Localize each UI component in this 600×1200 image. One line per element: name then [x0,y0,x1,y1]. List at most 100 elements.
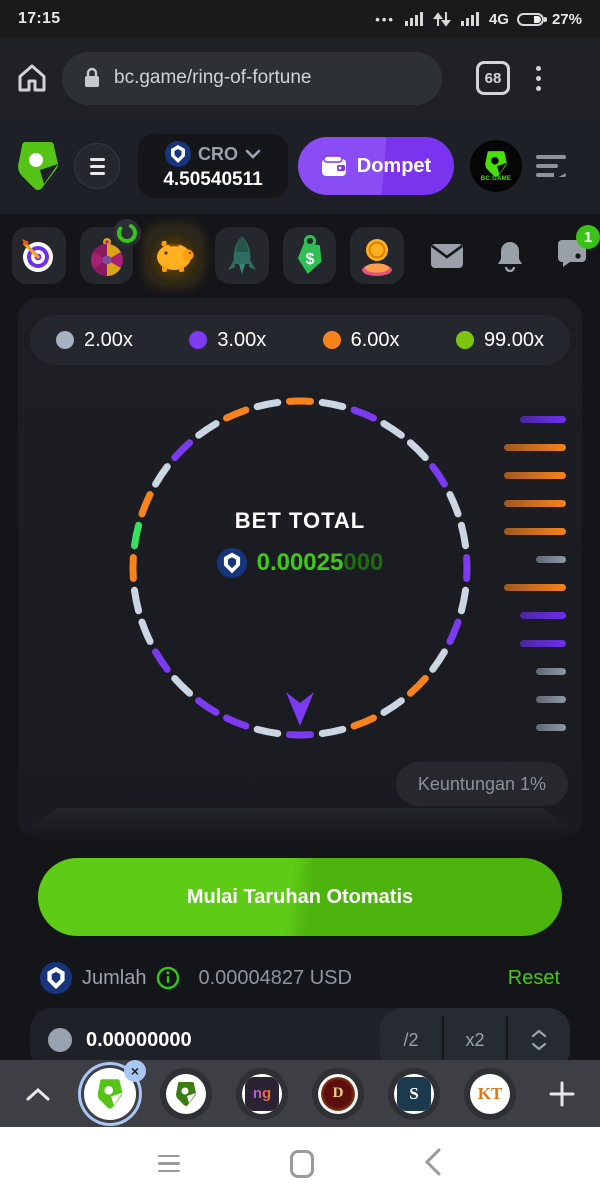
history-bar-silver [536,556,566,563]
ring-of-fortune-panel: 2.00x 3.00x 6.00x 99.00x BET TOTAL 0.000250… [18,298,582,838]
dock-app-d[interactable]: D [312,1067,364,1120]
ring-segment-orange [223,406,250,422]
close-icon[interactable]: × [124,1059,146,1082]
tile-target-game[interactable] [12,227,66,284]
double-button[interactable]: x2 [444,1008,506,1072]
history-bar-orange [504,584,566,591]
bet-label: Jumlah [82,966,147,989]
network-type-text: 4G [488,10,509,28]
nav-menu-button[interactable] [152,1149,186,1179]
bell-icon[interactable] [496,240,524,272]
amount-stepper[interactable] [508,1008,570,1072]
browser-menu-icon[interactable] [536,65,541,91]
tab-counter[interactable]: 68 [476,61,510,95]
nav-back-button[interactable] [418,1142,448,1185]
s-logo-text: S [409,1083,419,1103]
wheel-progress-badge [113,219,142,247]
ring-segment-purple [195,697,220,716]
dock-app-bc[interactable] [160,1067,212,1120]
legend-dot [455,331,474,349]
chat-badge: 1 [576,225,600,249]
brand-badge[interactable]: BC.GAME [470,140,522,192]
tile-bonus-tag[interactable]: $ [282,227,337,284]
tile-piggy-bank[interactable] [147,227,202,284]
ng-logo-text: ng [252,1085,272,1102]
stepper-down-icon[interactable] [531,1042,547,1051]
bet-amount-dim: 000 [343,549,384,576]
tile-lucky-wheel[interactable] [79,219,142,284]
legend-item-2.00x: 2.00x [56,329,133,352]
dock-collapse-button[interactable] [16,1087,60,1101]
dock-app-kt[interactable]: KT [464,1067,516,1120]
legend-dot [189,331,208,349]
tile-coin-drop[interactable] [350,227,405,284]
browser-toolbar: bc.game/ring-of-fortune 68 [0,38,600,118]
clock-text: 17:15 [18,10,61,27]
dock-app-ng[interactable]: ng [236,1067,288,1120]
chevron-up-icon [26,1087,50,1100]
ring-segment-orange [138,491,154,518]
svg-text:$: $ [305,251,314,268]
status-bar: 17:15 ••• 4G 27% [0,0,600,38]
signal-icon [404,12,423,26]
chevron-down-icon [245,149,261,159]
nav-home-button[interactable] [284,1144,320,1184]
cro-icon [165,141,191,167]
history-bar-purple [520,640,566,647]
mail-icon[interactable] [430,243,464,269]
coin-pedestal-icon [362,238,393,276]
ring-segment-green [130,521,143,550]
history-bar-purple [520,612,566,619]
start-auto-bet-button[interactable]: Mulai Taruhan Otomatis [38,858,562,936]
cro-coin-icon [216,548,247,578]
ring-segment-silver [380,697,405,716]
dock-app-bc-active[interactable]: × [84,1059,146,1120]
wallet-button-label: Dompet [356,154,432,177]
reset-button[interactable]: Reset [507,966,560,989]
legend-dot [322,331,341,349]
ring-segment-silver [457,586,470,615]
back-chevron-icon [424,1148,441,1176]
wheel-ring [129,397,471,739]
recent-apps-dock: × ng D [0,1059,600,1127]
rocket-icon [227,235,256,274]
hamburger-menu-button[interactable] [74,143,120,189]
currency-selector[interactable]: CRO 4.50540511 [138,134,288,198]
legend-label: 3.00x [217,328,267,351]
ring-segment-silver [318,725,347,738]
wallet-button[interactable]: Dompet [298,137,454,195]
legend-label: 6.00x [350,328,400,351]
dock-app-s[interactable]: S [388,1067,440,1120]
bet-usd-value: 0.00004827 USD [198,966,352,989]
signal2-icon [460,12,479,26]
ring-segment-orange [350,714,377,730]
brand-badge-logo-icon [485,151,507,177]
history-bar-silver [536,668,566,675]
ring-segment-purple [429,463,448,488]
url-bar[interactable]: bc.game/ring-of-fortune [62,51,442,105]
ring-segment-silver [429,648,448,673]
info-icon[interactable] [156,966,180,990]
bc-logo-small-icon [176,1081,196,1106]
updown-arrows-icon [432,12,451,27]
chat-button[interactable]: 1 [556,225,600,274]
home-icon[interactable] [14,60,50,96]
ring-segment-silver [380,420,405,439]
profit-pill[interactable]: Keuntungan 1% [395,762,568,806]
currency-balance: 4.50540511 [163,169,263,190]
history-bar-purple [520,416,566,423]
bet-amount-main: 0.00025 [256,549,344,576]
game-list-icon[interactable] [536,155,566,177]
history-bar-orange [504,528,566,535]
half-button[interactable]: /2 [380,1008,442,1072]
legend-item-99.00x: 99.00x [455,329,544,352]
wheel-pointer-icon [286,692,314,726]
stepper-up-icon[interactable] [531,1029,547,1038]
dock-add-button[interactable] [540,1081,584,1107]
bet-amount: 0.00025000 [120,548,480,578]
bcgame-logo[interactable] [14,140,62,192]
tile-rocket-game[interactable] [215,227,269,284]
battery-icon [516,12,547,26]
legend-dot [56,331,74,349]
